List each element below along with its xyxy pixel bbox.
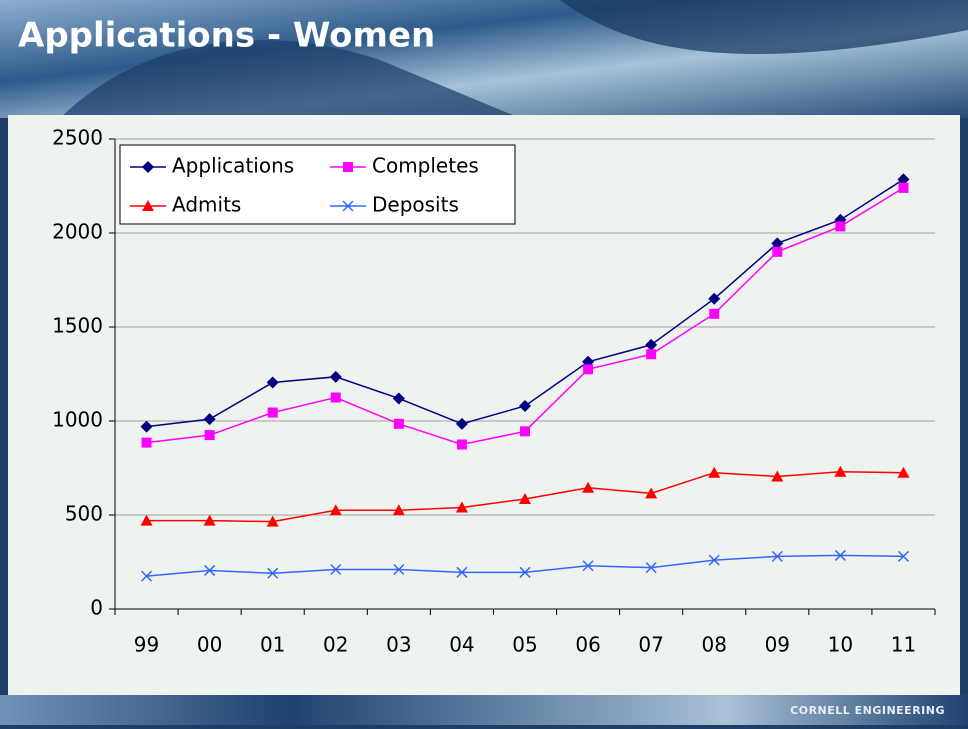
marker bbox=[455, 501, 468, 513]
marker bbox=[204, 430, 215, 441]
x-tick-label: 08 bbox=[702, 633, 727, 657]
marker bbox=[709, 308, 720, 319]
marker bbox=[330, 392, 341, 403]
legend-label: Applications bbox=[172, 154, 294, 178]
x-tick-label: 07 bbox=[638, 633, 663, 657]
marker bbox=[204, 564, 216, 576]
header-shape bbox=[560, 0, 968, 55]
marker bbox=[708, 466, 721, 478]
footer-band bbox=[0, 695, 968, 725]
marker bbox=[771, 237, 784, 250]
marker bbox=[583, 364, 594, 375]
y-tick-label: 1500 bbox=[52, 314, 103, 338]
marker bbox=[519, 399, 531, 412]
y-tick-label: 2000 bbox=[52, 220, 103, 244]
marker bbox=[203, 514, 216, 526]
x-tick-label: 01 bbox=[260, 633, 285, 657]
marker bbox=[393, 563, 405, 576]
marker bbox=[342, 200, 354, 212]
marker bbox=[835, 221, 846, 232]
y-tick-label: 500 bbox=[65, 502, 103, 526]
marker bbox=[392, 392, 405, 405]
marker bbox=[140, 514, 153, 526]
slide-title: Applications - Women bbox=[18, 16, 435, 56]
marker bbox=[897, 466, 910, 478]
x-tick-label: 05 bbox=[512, 633, 537, 657]
marker bbox=[329, 370, 342, 383]
marker bbox=[266, 376, 279, 389]
marker bbox=[456, 566, 468, 578]
marker bbox=[456, 439, 467, 450]
marker bbox=[519, 493, 531, 505]
y-tick-label: 1000 bbox=[52, 408, 103, 432]
legend-label: Admits bbox=[172, 193, 241, 217]
x-tick-label: 06 bbox=[575, 633, 600, 657]
marker bbox=[646, 349, 657, 360]
header-shape bbox=[60, 39, 520, 118]
footer-text: CORNELL ENGINEERING bbox=[790, 704, 945, 717]
marker bbox=[645, 562, 657, 574]
marker bbox=[392, 504, 405, 516]
x-tick-label: 00 bbox=[197, 633, 222, 657]
x-tick-label: 09 bbox=[765, 633, 790, 657]
marker bbox=[329, 504, 342, 516]
marker bbox=[708, 292, 721, 305]
x-tick-label: 10 bbox=[828, 633, 853, 657]
marker bbox=[772, 246, 783, 257]
marker bbox=[897, 550, 909, 562]
marker bbox=[141, 437, 152, 448]
marker bbox=[771, 550, 783, 562]
marker bbox=[645, 338, 658, 351]
marker bbox=[203, 413, 216, 426]
y-tick-label: 0 bbox=[90, 596, 103, 620]
marker bbox=[140, 420, 153, 433]
legend-box bbox=[119, 144, 516, 225]
marker bbox=[142, 200, 154, 211]
x-tick-label: 02 bbox=[323, 633, 348, 657]
marker bbox=[897, 173, 910, 186]
marker bbox=[141, 570, 153, 582]
y-tick-label: 2500 bbox=[52, 126, 103, 150]
marker bbox=[267, 407, 278, 418]
marker bbox=[519, 566, 531, 578]
marker bbox=[834, 465, 847, 477]
x-tick-label: 03 bbox=[386, 633, 411, 657]
x-tick-label: 04 bbox=[449, 633, 474, 657]
marker bbox=[645, 487, 658, 499]
marker bbox=[142, 161, 154, 173]
marker bbox=[393, 418, 404, 429]
marker bbox=[330, 563, 342, 576]
marker bbox=[898, 182, 909, 193]
x-tick-label: 99 bbox=[134, 633, 159, 657]
marker bbox=[582, 481, 595, 493]
marker bbox=[708, 554, 720, 566]
marker bbox=[582, 560, 594, 572]
marker bbox=[455, 417, 468, 430]
marker bbox=[771, 470, 784, 482]
marker bbox=[343, 162, 353, 172]
legend-label: Completes bbox=[372, 154, 479, 178]
legend-label: Deposits bbox=[372, 193, 459, 217]
x-tick-label: 11 bbox=[891, 633, 916, 657]
marker bbox=[267, 567, 279, 579]
marker bbox=[520, 426, 530, 437]
marker bbox=[834, 549, 846, 561]
marker bbox=[266, 515, 279, 527]
